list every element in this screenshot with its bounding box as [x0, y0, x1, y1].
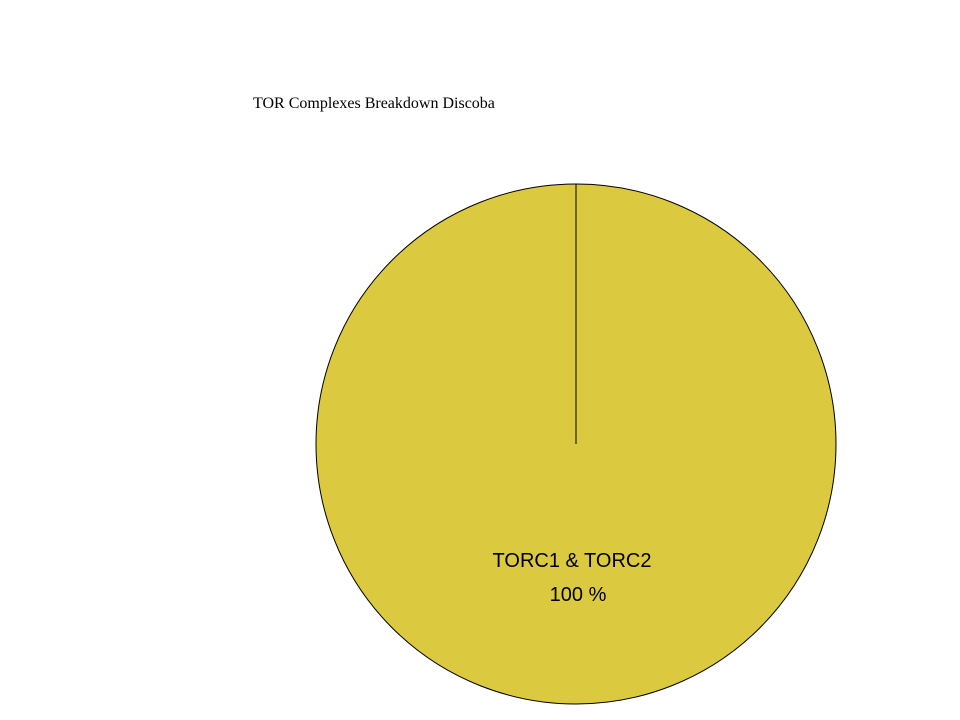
slice-label: TORC1 & TORC2 [493, 550, 652, 572]
slice-value-label: 100 % [550, 584, 607, 606]
chart-title: TOR Complexes Breakdown Discoba [253, 95, 495, 112]
